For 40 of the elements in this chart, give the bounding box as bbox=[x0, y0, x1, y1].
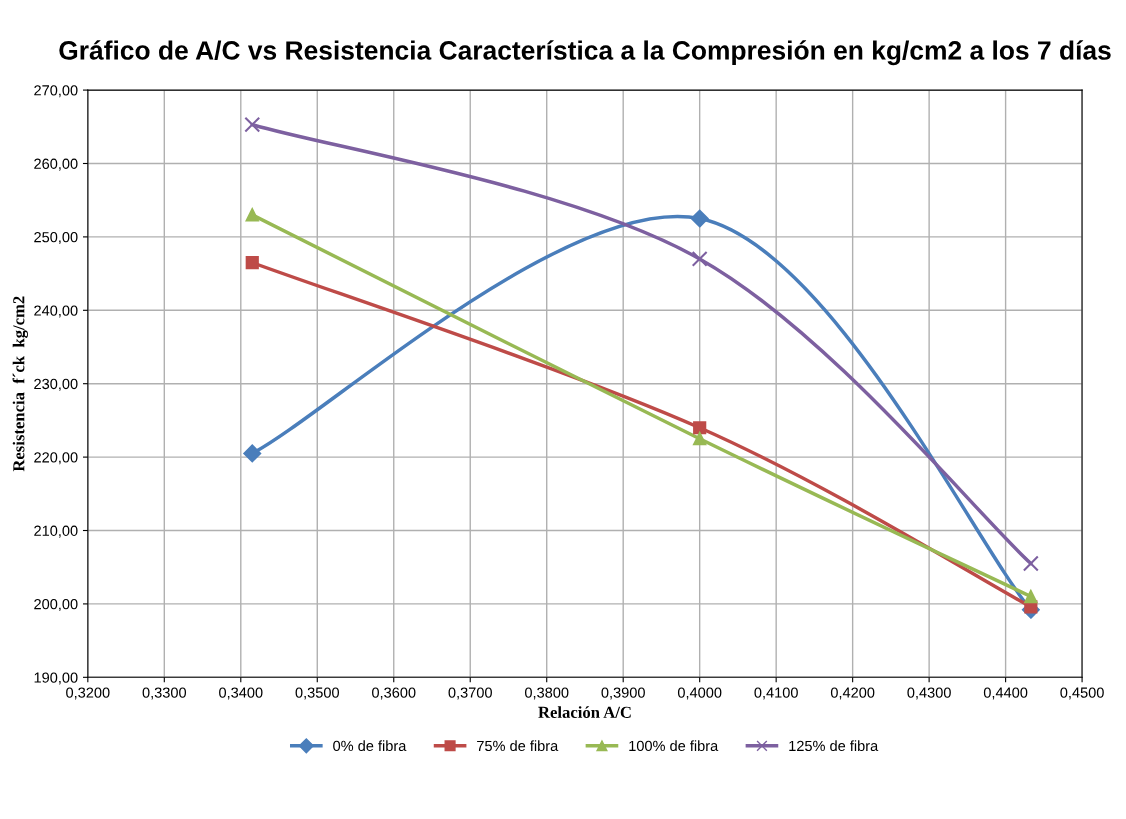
x-tick-label: 0,3600 bbox=[372, 687, 416, 700]
point bbox=[245, 255, 259, 270]
y-tick-label: 270,00 bbox=[34, 85, 78, 98]
y-tick-label: 190,00 bbox=[34, 672, 78, 685]
x-tick-label: 0,3400 bbox=[219, 687, 263, 700]
x-tick-label: 0,3200 bbox=[66, 687, 110, 700]
x-tick-label: 0,3800 bbox=[524, 687, 569, 700]
y-tick-label: 220,00 bbox=[34, 452, 78, 465]
x-tick-label: 0,4100 bbox=[754, 687, 798, 700]
point bbox=[1022, 555, 1039, 572]
point bbox=[1024, 589, 1038, 604]
point bbox=[243, 444, 262, 463]
point bbox=[690, 209, 709, 228]
x-tick-label: 0,3500 bbox=[295, 687, 340, 700]
x-tick-label: 0,3900 bbox=[601, 687, 645, 700]
point bbox=[691, 250, 708, 267]
point bbox=[693, 432, 707, 446]
point bbox=[245, 208, 259, 222]
legend-label: 100% de fibra bbox=[629, 740, 719, 752]
chart-title: Gráfico de A/C vs Resistencia Característica a la Compresión en kg/cm2 a los 7 días bbox=[59, 40, 1111, 66]
x-tick-label: 0,4200 bbox=[830, 687, 875, 700]
y-tick-label: 250,00 bbox=[34, 232, 78, 245]
legend-label: 125% de fibra bbox=[789, 740, 879, 752]
point bbox=[693, 421, 707, 435]
y-tick-label: 200,00 bbox=[34, 599, 78, 612]
y-tick-label: 210,00 bbox=[34, 525, 78, 538]
x-axis-title: Relación A/C bbox=[538, 706, 631, 718]
x-tick-label: 0,3700 bbox=[448, 687, 492, 700]
legend-label: 75% de fibra bbox=[477, 740, 559, 752]
x-tick-label: 0,4500 bbox=[1060, 687, 1104, 700]
y-tick-label: 260,00 bbox=[34, 158, 78, 171]
y-tick-label: 240,00 bbox=[34, 305, 78, 318]
legend-label: 0% de fibra bbox=[333, 740, 407, 752]
x-tick-label: 0,4000 bbox=[677, 687, 722, 700]
x-tick-label: 0,4300 bbox=[907, 687, 951, 700]
point bbox=[244, 116, 261, 133]
y-axis-title: Resistencia f´ck kg/cm2 bbox=[12, 296, 28, 472]
x-tick-label: 0,4400 bbox=[983, 687, 1028, 700]
y-tick-label: 230,00 bbox=[34, 378, 78, 391]
x-tick-label: 0,3300 bbox=[142, 687, 187, 700]
